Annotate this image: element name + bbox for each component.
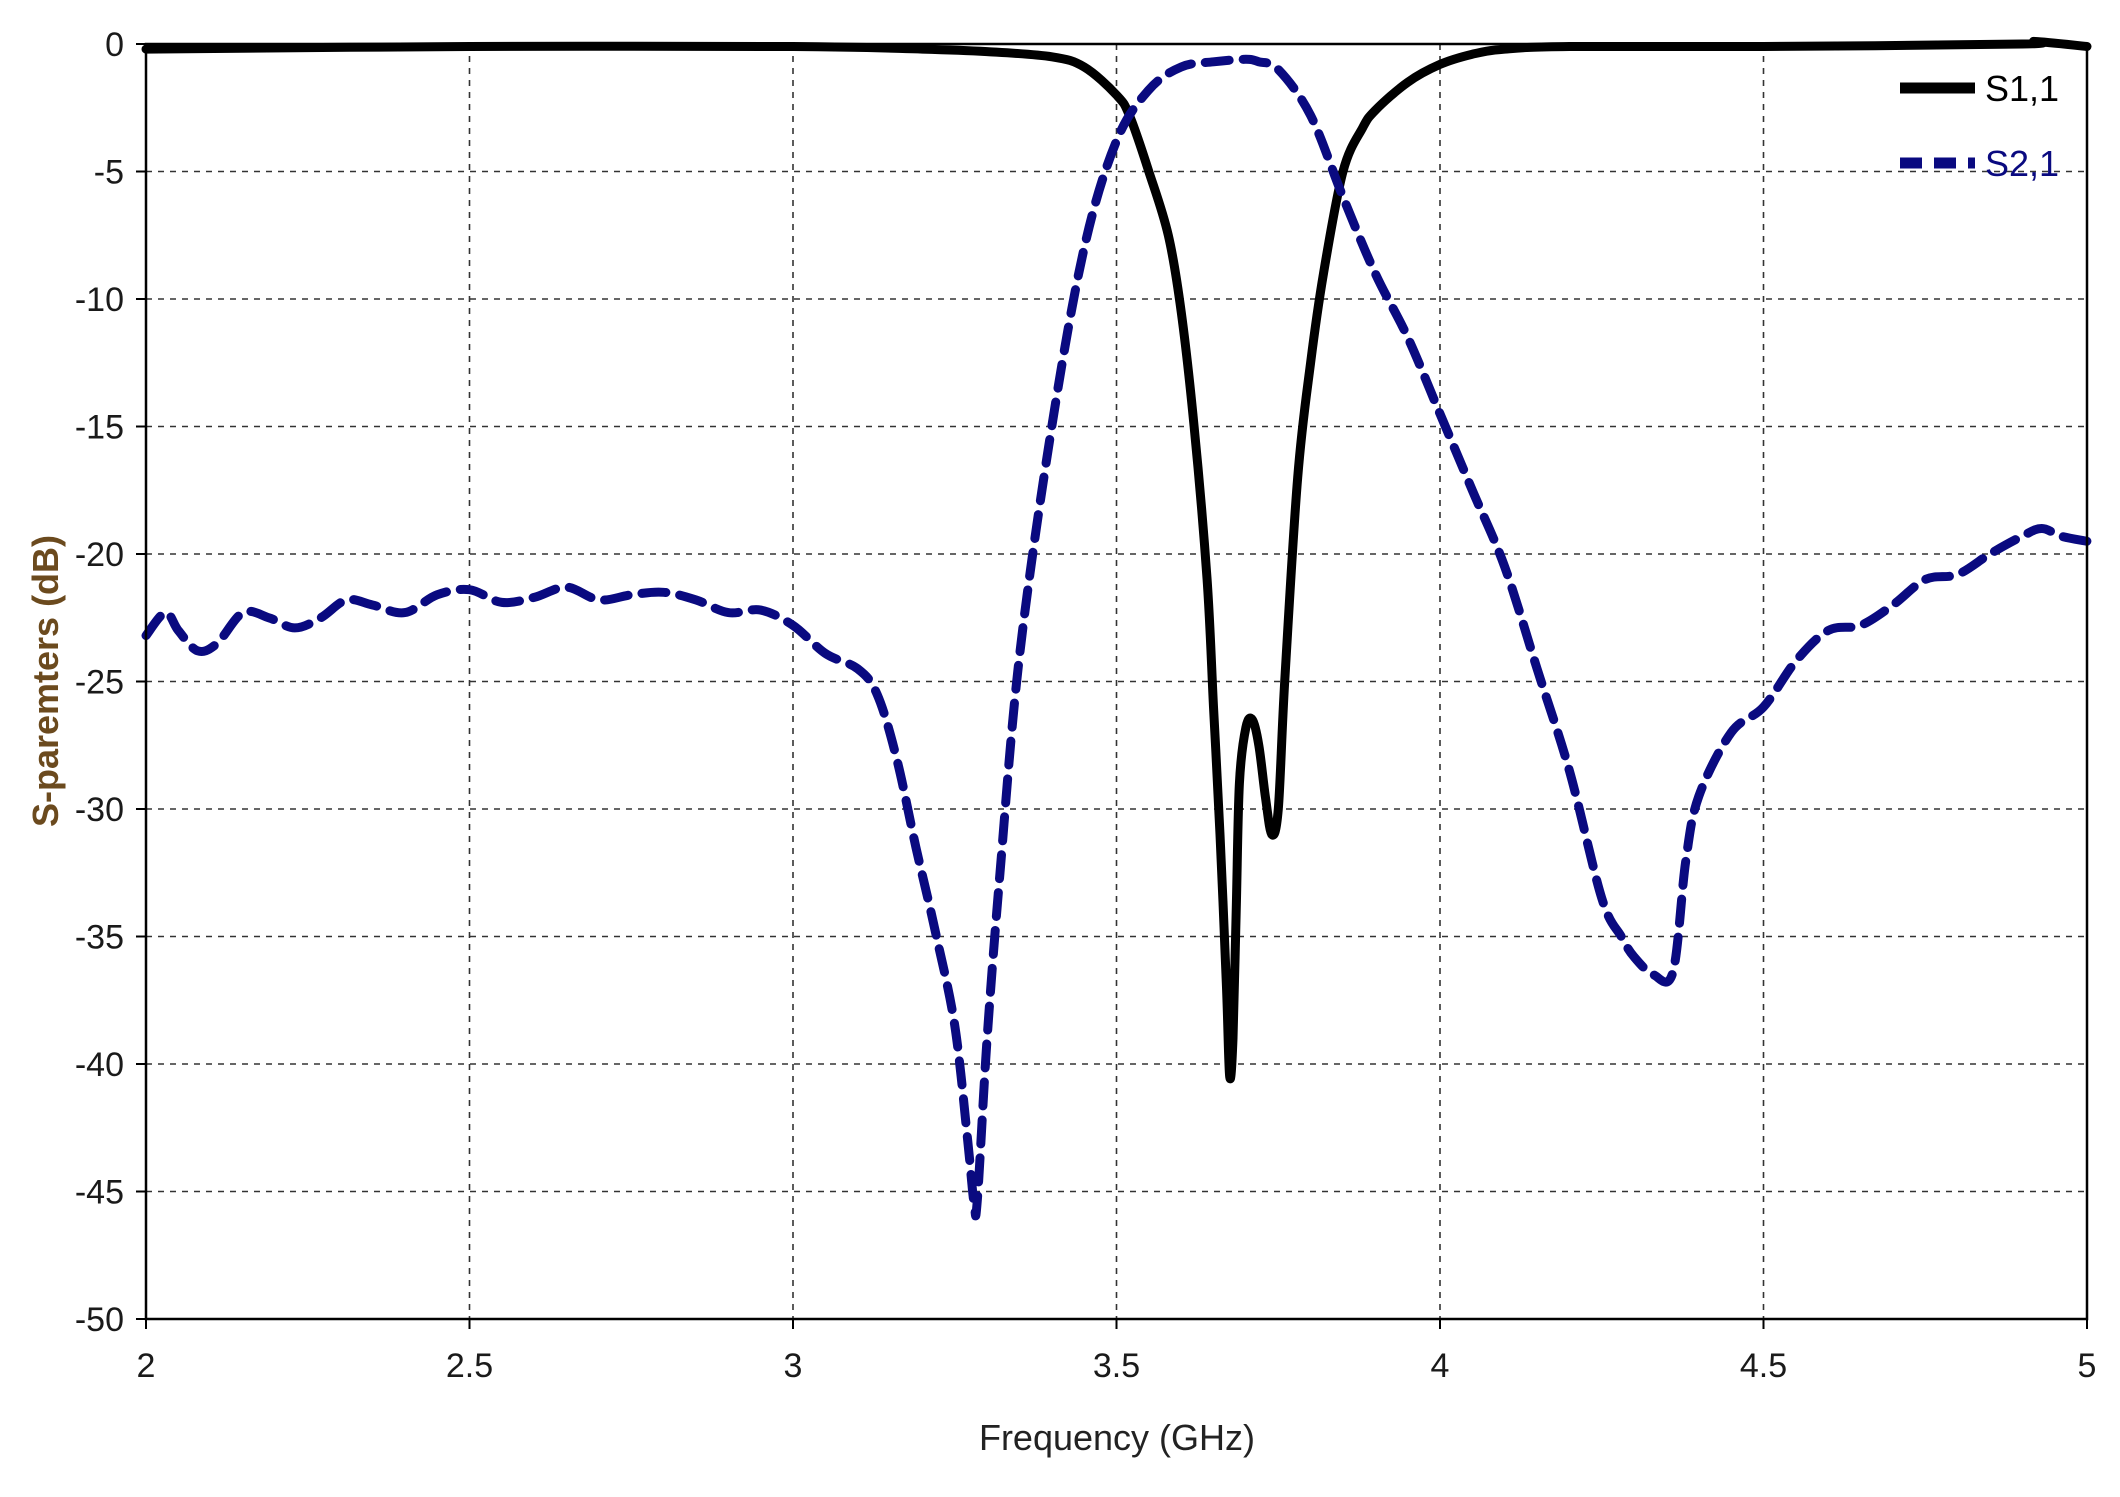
y-tick-label: -10 [75,281,124,319]
y-axis-ticks: 0 -5 -10 -15 -20 -25 -30 -35 -40 -45 -50 [75,26,146,1339]
y-axis-title: S-paremters (dB) [25,535,66,827]
x-tick-label: 2 [137,1347,156,1385]
series-layer [141,36,2092,1221]
x-tick-label: 4 [1431,1347,1450,1385]
s21-series-line [141,54,2092,1221]
y-tick-label: -50 [75,1301,124,1339]
x-axis-ticks: 2 2.5 3 3.5 4 4.5 5 [137,1319,2097,1385]
legend-label-s11: S1,1 [1985,68,2059,109]
x-tick-label: 3 [784,1347,803,1385]
y-tick-label: -20 [75,536,124,574]
y-tick-label: -30 [75,791,124,829]
x-tick-label: 2.5 [446,1347,493,1385]
y-tick-label: -25 [75,664,124,702]
y-tick-label: -35 [75,919,124,957]
s11-series-line [141,36,2092,1084]
x-tick-label: 4.5 [1740,1347,1787,1385]
y-tick-label: -15 [75,409,124,447]
legend: S1,1 S2,1 [1900,68,2059,184]
x-axis-title: Frequency (GHz) [979,1417,1255,1458]
legend-label-s21: S2,1 [1985,143,2059,184]
x-tick-label: 3.5 [1093,1347,1140,1385]
y-tick-label: -5 [94,154,124,192]
grid-layer [146,44,2087,1319]
y-tick-label: 0 [105,26,124,64]
y-tick-label: -45 [75,1174,124,1212]
y-tick-label: -40 [75,1046,124,1084]
x-tick-label: 5 [2078,1347,2097,1385]
